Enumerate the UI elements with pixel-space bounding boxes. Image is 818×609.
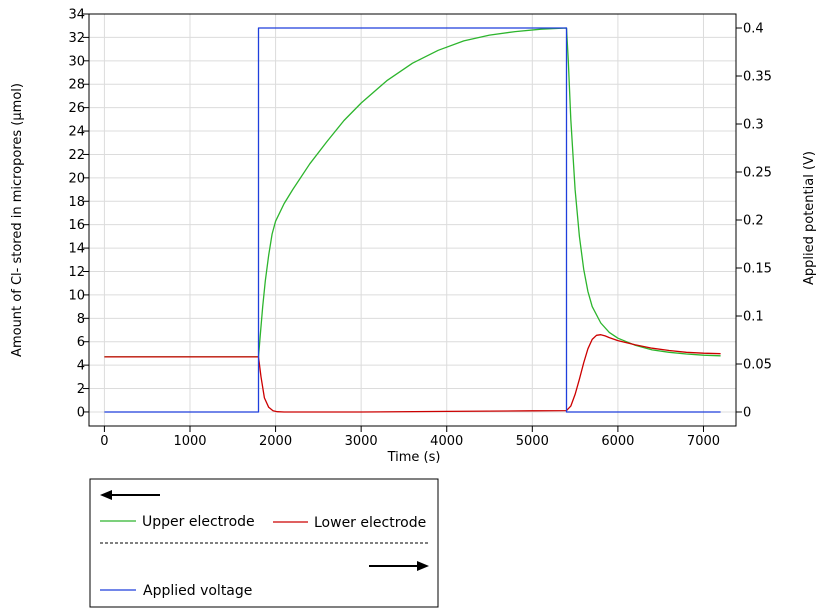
legend-label-upper-electrode: Upper electrode (142, 514, 255, 530)
y2-tick-label: 0 (743, 405, 751, 420)
y2-tick-label: 0.3 (743, 118, 764, 133)
y2-tick-label: 0.1 (743, 309, 764, 324)
y-tick-label: 18 (68, 195, 85, 210)
x-axis-title: Time (s) (387, 450, 441, 465)
y-axis-title: Amount of Cl- stored in micropores (µmol… (10, 83, 25, 357)
legend-label-lower-electrode: Lower electrode (314, 515, 426, 531)
legend: Upper electrode Lower electrode Applied … (89, 478, 439, 608)
y-tick-label: 16 (68, 218, 85, 233)
y-tick-label: 2 (77, 382, 85, 397)
y-tick-label: 8 (77, 312, 85, 327)
x-axis: 0 1000 2000 3000 4000 5000 6000 7000 (100, 426, 720, 449)
y-tick-label: 24 (68, 125, 85, 140)
plot-area-frame (88, 13, 737, 427)
y-tick-label: 10 (68, 288, 85, 303)
y-tick-label: 26 (68, 101, 85, 116)
y2-tick-label: 0.05 (743, 357, 772, 372)
x-tick-label: 2000 (259, 434, 292, 449)
series-line-upper-electrode (104, 27, 721, 358)
y2-tick-label: 0.2 (743, 214, 764, 229)
y-tick-label: 14 (68, 242, 85, 257)
x-tick-label: 7000 (687, 434, 720, 449)
y-tick-label: 20 (68, 171, 85, 186)
y2-tick-label: 0.35 (743, 70, 772, 85)
y-tick-label: 0 (77, 405, 85, 420)
grid (89, 13, 736, 426)
y2-axis-title: Applied potential (V) (802, 151, 817, 285)
y-tick-label: 4 (77, 359, 85, 374)
y-tick-label: 32 (68, 31, 85, 46)
series-lines (104, 27, 721, 413)
y-tick-label: 34 (68, 8, 85, 23)
x-tick-label: 1000 (173, 434, 206, 449)
y-axis-right: 0 0.05 0.1 0.15 0.2 0.25 0.3 0.35 0.4 (736, 22, 772, 420)
legend-label-applied-voltage: Applied voltage (143, 583, 252, 599)
y2-tick-label: 0.4 (743, 22, 764, 37)
y-tick-label: 12 (68, 265, 85, 280)
x-tick-label: 0 (100, 434, 108, 449)
series-line-applied-voltage (104, 27, 721, 413)
y-tick-label: 22 (68, 148, 85, 163)
y-tick-label: 30 (68, 54, 85, 69)
y-tick-label: 28 (68, 78, 85, 93)
y2-tick-label: 0.15 (743, 261, 772, 276)
x-tick-label: 3000 (345, 434, 378, 449)
series-line-lower-electrode (104, 334, 721, 413)
left-axis-arrow-icon (100, 490, 160, 500)
x-tick-label: 6000 (601, 434, 634, 449)
right-axis-arrow-icon (369, 561, 429, 571)
y2-tick-label: 0.25 (743, 166, 772, 181)
x-tick-label: 4000 (430, 434, 463, 449)
x-tick-label: 5000 (516, 434, 549, 449)
y-tick-label: 6 (77, 335, 85, 350)
